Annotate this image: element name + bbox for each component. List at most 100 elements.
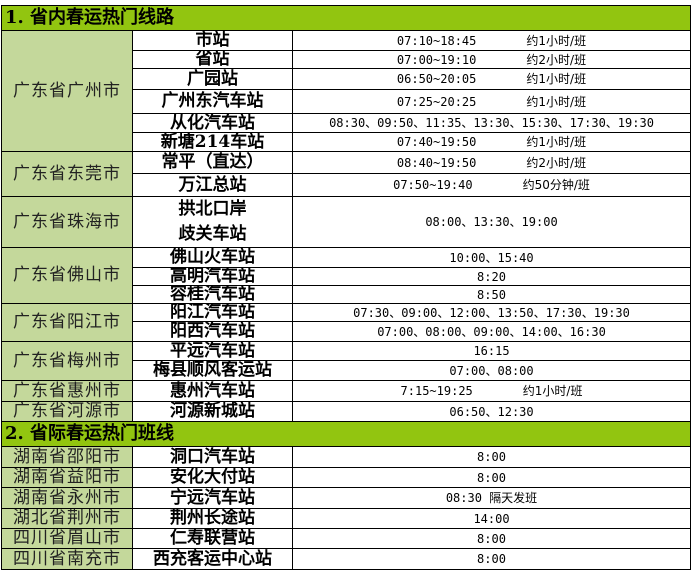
station-cell: 西充客运中心站 [132, 548, 293, 570]
station-cell: 容桂汽车站 [132, 285, 293, 304]
section-title: 2. 省际春运热门班线 [1, 421, 691, 447]
table-row: 广东省阳江市 阳江汽车站 07:30、09:00、12:00、13:50、17:30… [1, 303, 691, 342]
station-name: 万江总站 [178, 174, 247, 195]
departure-time: 07:25~20:25 [396, 94, 477, 109]
city-cell: 四川省南充市 [1, 548, 133, 570]
schedule-cell: 07:25~20:25 约1小时/班 [292, 89, 691, 114]
table-row: 广东省梅州市 平远汽车站 16:15 [1, 341, 691, 381]
station-name: 歧关车站 [178, 224, 247, 244]
frequency: 约1小时/班 [526, 33, 587, 48]
station-name: 从化汽车站 [170, 113, 255, 133]
departure-time: 8:00 [477, 450, 506, 464]
station-cell: 阳江汽车站 [132, 303, 293, 322]
station-cell: 宁远汽车站 [132, 487, 293, 509]
city-cell: 湖南省永州市 [1, 487, 133, 509]
frequency: 约1小时/班 [522, 384, 583, 398]
departure-time: 07:40~19:50 [396, 135, 477, 149]
departure-time: 8:50 [477, 287, 506, 302]
departure-time: 16:15 [473, 344, 510, 358]
schedule-cell: 06:50、12:30 [292, 401, 691, 422]
city-cell: 湖北省荆州市 [1, 508, 133, 529]
station-name: 广园站 [187, 68, 238, 89]
schedule-cell: 8:50 [292, 285, 691, 304]
schedule-cell: 07:00~19:10 约2小时/班 [292, 50, 691, 69]
departure-time: 07:50~19:40 [393, 178, 473, 192]
schedule-cell: 07:40~19:50 约1小时/班 [292, 132, 691, 152]
station-name: 宁远汽车站 [170, 487, 255, 508]
station-name: 西充客运中心站 [153, 548, 272, 569]
departure-time: 14:00 [473, 511, 510, 526]
section-header-row: 2. 省际春运热门班线 [1, 421, 691, 447]
schedule-cell: 08:00、13:30、19:00 [292, 196, 691, 248]
departure-time: 06:50、12:30 [449, 404, 534, 419]
table-row: 湖南省永州市 宁远汽车站 08:30 隔天发班 [1, 487, 691, 509]
station-cell: 万江总站 [132, 173, 293, 197]
schedule-cell: 07:10~18:45 约1小时/班 [292, 30, 691, 51]
departure-time: 06:50~20:05 [396, 72, 477, 86]
city-cell: 湖南省益阳市 [1, 467, 133, 488]
departure-time: 07:00~19:10 [396, 52, 477, 67]
station-name: 广州东汽车站 [161, 91, 264, 111]
station-name: 梅县顺风客运站 [153, 360, 272, 380]
schedule-cell: 8:00 [292, 548, 691, 570]
schedule-cell: 07:50~19:40 约50分钟/班 [292, 173, 691, 197]
station-name: 阳江汽车站 [170, 303, 255, 322]
schedule-cell: 8:00 [292, 467, 691, 488]
station-cell: 仁寿联营站 [132, 528, 293, 549]
schedule-cell: 08:40~19:50 约2小时/班 [292, 151, 691, 174]
station-cell: 洞口汽车站 [132, 446, 293, 468]
table-row: 湖南省邵阳市 洞口汽车站 8:00 [1, 446, 691, 468]
schedule-cell: 07:00、08:00、09:00、14:00、16:30 [292, 321, 691, 342]
bus-schedule-table: 1. 省内春运热门线路 广东省广州市 市站 07:10~18:45 约1小时/班 省站 07… [1, 5, 691, 570]
station-cell: 惠州汽车站 [132, 380, 293, 402]
schedule-cell: 8:00 [292, 528, 691, 549]
departure-time: 8:00 [477, 552, 506, 566]
station-name: 阳西汽车站 [170, 321, 255, 341]
station-name: 市站 [195, 30, 230, 50]
station-cell: 省站 [132, 50, 293, 69]
station-cell: 河源新城站 [132, 401, 293, 422]
table-row: 广东省惠州市 惠州汽车站 7:15~19:25 约1小时/班 [1, 380, 691, 402]
station-cell: 从化汽车站 [132, 113, 293, 133]
city-cell: 广东省阳江市 [1, 303, 133, 342]
frequency: 约50分钟/班 [522, 178, 590, 192]
station-name: 高明汽车站 [170, 267, 255, 286]
table-row: 四川省眉山市 仁寿联营站 8:00 [1, 528, 691, 549]
table-row: 万江总站 07:50~19:40 约50分钟/班 [2, 173, 691, 197]
table-row: 广东省广州市 市站 07:10~18:45 约1小时/班 [1, 30, 691, 152]
table-row: 广东省佛山市 佛山火车站 10:00、15:40 [1, 247, 691, 304]
station-cell: 广园站 [132, 68, 293, 90]
station-cell: 市站 [132, 30, 293, 51]
frequency: 约2小时/班 [526, 52, 587, 67]
station-cell: 高明汽车站 [132, 267, 293, 286]
departure-time: 07:00、08:00、09:00、14:00、16:30 [377, 324, 606, 339]
table-row: 高明汽车站 8:20 [2, 267, 691, 286]
section-title: 1. 省内春运热门线路 [1, 5, 691, 31]
table-row: 广东省河源市 河源新城站 06:50、12:30 [1, 401, 691, 422]
schedule-cell: 16:15 [292, 341, 691, 361]
section-header-row: 1. 省内春运热门线路 [1, 5, 691, 31]
city-cell: 广东省惠州市 [1, 380, 133, 402]
departure-time: 07:30、09:00、12:00、13:50、17:30、19:30 [353, 305, 630, 320]
station-name: 新塘214车站 [160, 132, 265, 152]
station-name: 河源新城站 [170, 401, 255, 421]
station-cell: 阳西汽车站 [132, 321, 293, 342]
station-cell: 新塘214车站 [132, 132, 293, 152]
schedule-cell: 8:00 [292, 446, 691, 468]
table-row: 广东省东莞市 常平（直达） 08:40~19:50 约2小时/班 [1, 151, 691, 197]
station-cell: 安化大付站 [132, 467, 293, 488]
station-name: 荆州长途站 [170, 508, 255, 528]
city-cell: 广东省珠海市 [1, 196, 133, 248]
departure-time: 07:10~18:45 [396, 33, 477, 48]
station-name: 仁寿联营站 [170, 528, 255, 548]
schedule-cell: 7:15~19:25 约1小时/班 [292, 380, 691, 402]
frequency: 约2小时/班 [526, 155, 587, 170]
city-cell: 广东省东莞市 [1, 151, 133, 197]
station-name: 拱北口岸 [178, 199, 247, 219]
departure-time: 08:00、13:30、19:00 [425, 215, 558, 229]
station-name: 容桂汽车站 [170, 285, 255, 304]
station-name: 安化大付站 [170, 467, 255, 487]
table-row: 湖北省荆州市 荆州长途站 14:00 [1, 508, 691, 529]
departure-time: 08:30、09:50、11:35、13:30、15:30、17:30、19:3… [329, 116, 654, 130]
table-row: 湖南省益阳市 安化大付站 8:00 [1, 467, 691, 488]
